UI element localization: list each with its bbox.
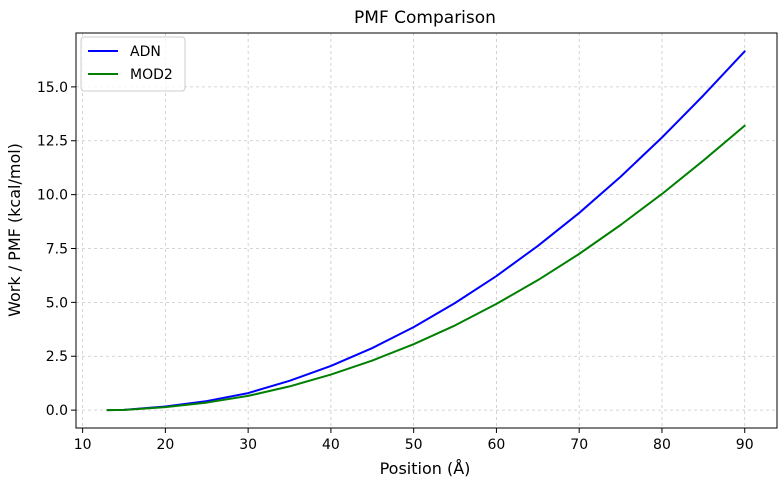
legend: ADN MOD2 [80, 36, 186, 92]
plot-frame [75, 32, 778, 429]
y-tick-label: 5.0 [46, 295, 68, 311]
x-tick-label: 40 [322, 437, 340, 453]
x-tick-label: 80 [653, 437, 671, 453]
y-axis-label: Work / PMF (kcal/mol) [5, 143, 24, 317]
series-line-mod2 [106, 124, 746, 412]
x-tick-label: 10 [74, 437, 92, 453]
legend-label-adn: ADN [130, 44, 161, 60]
y-tick-label: 7.5 [46, 241, 68, 257]
series-line-adn [106, 50, 746, 412]
x-tick-label: 60 [488, 437, 506, 453]
legend-label-mod2: MOD2 [130, 67, 173, 83]
grid [76, 33, 777, 428]
x-tick-label: 50 [405, 437, 423, 453]
x-tick-label: 90 [736, 437, 754, 453]
chart-title: PMF Comparison [354, 8, 496, 28]
axis-ticks: 10 20 30 40 50 60 70 80 90 0.0 2.5 5.0 7.5 10.0 12.5 15… [37, 80, 754, 453]
y-tick-label: 15.0 [37, 80, 68, 96]
x-tick-label: 30 [239, 437, 257, 453]
y-tick-label: 0.0 [46, 403, 68, 419]
series-lines [106, 50, 746, 412]
x-axis-label: Position (Å) [380, 459, 471, 478]
x-tick-label: 20 [156, 437, 174, 453]
y-tick-label: 12.5 [37, 134, 68, 150]
y-tick-label: 10.0 [37, 188, 68, 204]
x-tick-label: 70 [570, 437, 588, 453]
y-tick-label: 2.5 [46, 349, 68, 365]
